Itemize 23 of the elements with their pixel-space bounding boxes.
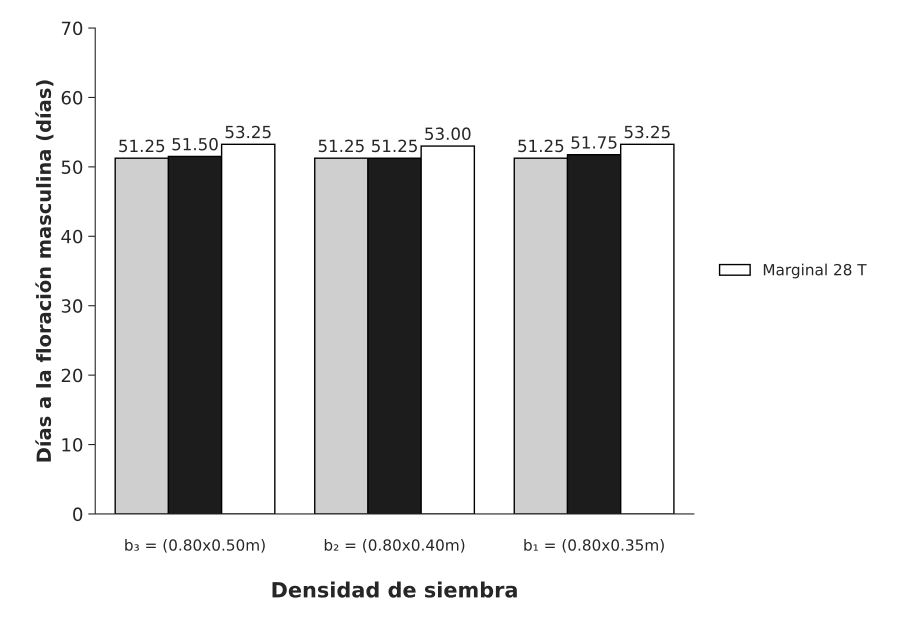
text: 51.25 [372,140,417,152]
y-tick-label: 70 [62,21,82,36]
y-tick-label: 30 [62,299,82,313]
text: 53.00 [425,127,471,140]
legend-label: Marginal 28 T [764,264,867,278]
text: 51.50 [172,138,218,150]
text: 53.25 [226,126,271,138]
text: 51.25 [318,140,364,152]
y-axis-title: Días a la floración masculina (días) [35,80,54,462]
x-tick-label: b₂ = (0.80x0.40m) [324,538,464,553]
y-tick-label: 0 [73,507,82,522]
text: 51.25 [518,140,564,152]
x-tick-label: b₃ = (0.80x0.50m) [125,538,265,553]
y-tick-label: 40 [61,230,82,244]
y-tick-label: 20 [62,368,82,382]
text: 51.25 [119,140,164,152]
x-tick-label: b₁ = (0.80x0.35m) [524,538,664,553]
y-tick-label: 10 [62,438,82,452]
text: 53.25 [624,126,670,138]
text: 51.75 [572,136,616,149]
y-tick-label: 60 [62,90,82,105]
x-axis-title: Densidad de siembra [272,582,517,598]
y-tick-label: 50 [62,160,82,174]
